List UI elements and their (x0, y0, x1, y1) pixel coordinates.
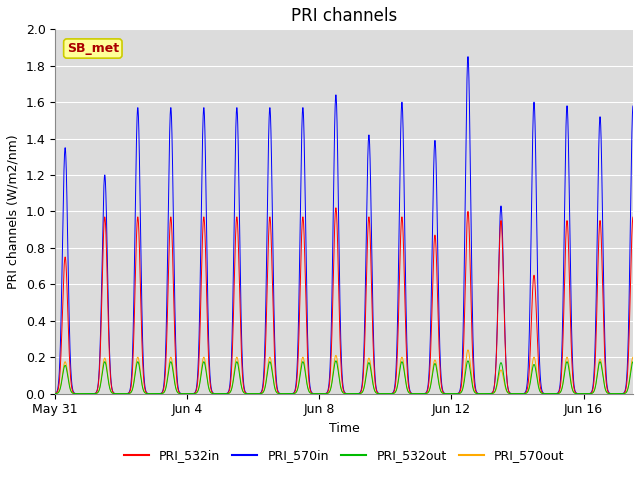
X-axis label: Time: Time (329, 422, 360, 435)
Title: PRI channels: PRI channels (291, 7, 397, 25)
Text: SB_met: SB_met (67, 42, 119, 55)
Y-axis label: PRI channels (W/m2/nm): PRI channels (W/m2/nm) (7, 134, 20, 289)
Legend: PRI_532in, PRI_570in, PRI_532out, PRI_570out: PRI_532in, PRI_570in, PRI_532out, PRI_57… (118, 444, 570, 468)
